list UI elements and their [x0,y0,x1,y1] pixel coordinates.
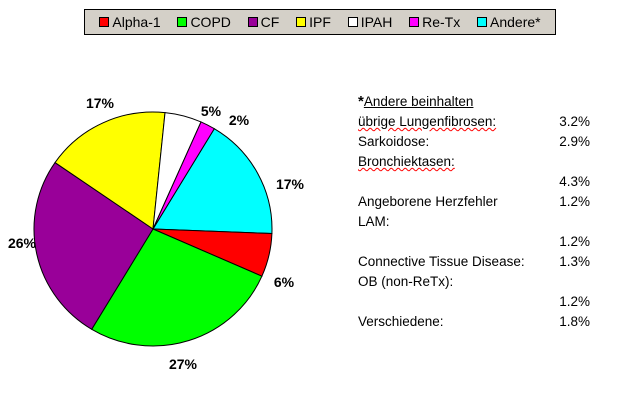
legend-item-cf: CF [247,14,280,30]
legend-swatch [296,17,307,27]
notes-label: Verschiedene: [358,314,444,329]
notes-row-sarkoidose: Sarkoidose: 2.9% [358,132,590,152]
legend-item-re-tx: Re-Tx [409,14,460,30]
pie-label-andere: 17% [276,176,305,192]
legend-swatch [177,17,188,27]
pie-label-cf: 26% [8,235,37,251]
notes-label: Connective Tissue Disease: [358,254,525,269]
notes-row-connective-tissue: Connective Tissue Disease: 1.3% [358,252,590,272]
pie-label-alpha-1: 6% [274,274,295,290]
pie-label-re-tx: 2% [229,112,250,128]
notes-value: 1.2% [559,234,590,249]
notes-label: LAM: [358,214,390,229]
legend-item-ipah: IPAH [347,14,393,30]
pie-slice-re-tx [152,121,215,230]
legend-swatch [477,17,488,27]
legend-swatch [247,17,258,27]
notes-label: übrige Lungenfibrosen: [358,114,497,129]
chart-legend: Alpha-1 COPD CF IPF IPAH Re-Tx Andere* [84,9,556,35]
pie-slice-andere [152,128,273,235]
notes-label: Angeborene Herzfehler [358,194,498,209]
pie-label-ipah: 5% [201,103,222,119]
notes-row-verschiedene: Verschiedene: 1.8% [358,312,590,332]
notes-value: 1.8% [559,314,590,329]
notes-label: Bronchiektasen: [358,154,455,169]
notes-value: 1.2% [559,294,590,309]
notes-value: 1.3% [559,254,590,269]
legend-item-andere: Andere* [477,14,541,30]
legend-label: COPD [190,14,231,30]
notes-label: Sarkoidose: [358,134,430,149]
pie-slice-cf [33,161,154,330]
legend-label: Alpha-1 [112,14,161,30]
legend-swatch [409,17,420,27]
notes-title: *Andere beinhalten [358,92,590,112]
notes-row-lam: LAM: 1.2% [358,212,590,252]
notes-row-ob: OB (non-ReTx): 1.2% [358,272,590,312]
notes-title-star: * [358,93,364,110]
legend-label: CF [260,14,280,30]
legend-label: IPAH [360,14,393,30]
notes-row-lungenfibrosen: übrige Lungenfibrosen: 3.2% [358,112,590,132]
notes-title-text: Andere beinhalten [363,94,474,109]
legend-item-alpha-1: Alpha-1 [99,14,161,30]
notes-label: OB (non-ReTx): [358,274,454,289]
legend-item-copd: COPD [177,14,231,30]
legend-item-ipf: IPF [296,14,331,30]
andere-notes: *Andere beinhalten übrige Lungenfibrosen… [358,92,590,332]
legend-label: IPF [309,14,331,30]
notes-value: 3.2% [559,114,590,129]
notes-value: 1.2% [559,194,590,209]
notes-row-herzfehler: Angeborene Herzfehler 1.2% [358,192,590,212]
notes-row-bronchiektasen: Bronchiektasen: 4.3% [358,152,590,192]
notes-value: 2.9% [559,134,590,149]
notes-value: 4.3% [559,174,590,189]
pie-slice-ipf [54,111,166,230]
legend-swatch [347,17,358,27]
pie-label-ipf: 17% [86,95,115,111]
legend-swatch [99,17,110,27]
pie-label-copd: 27% [169,356,198,372]
pie-slice-copd [91,228,263,347]
legend-label: Re-Tx [422,14,461,30]
legend-label: Andere* [490,14,541,30]
